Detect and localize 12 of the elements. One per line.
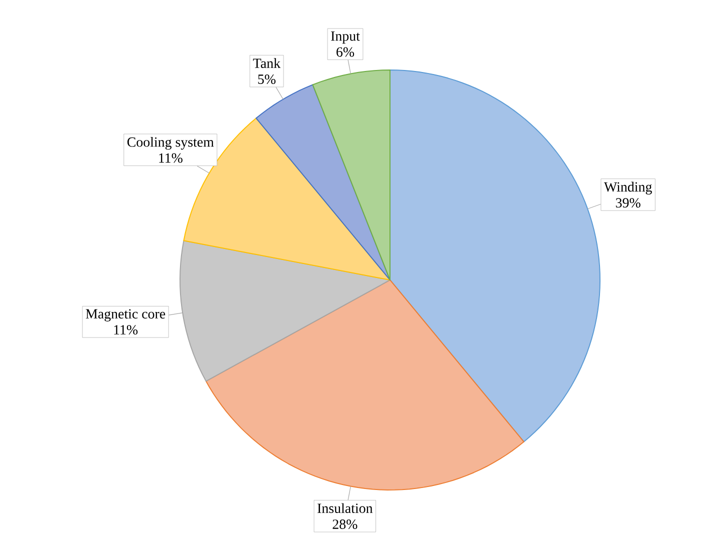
slice-label: Input (331, 32, 360, 44)
slice-label: Magnetic core (86, 309, 166, 322)
slice-label: Cooling system (127, 136, 214, 150)
slice-label: Winding (604, 182, 652, 194)
data-label: 11% (114, 325, 138, 335)
slice-label: Tank (253, 58, 281, 68)
data-label: 28% (332, 520, 358, 530)
data-label: 6% (336, 47, 354, 57)
data-label: 5% (258, 74, 276, 84)
data-label: 11% (159, 153, 182, 163)
data-label: 39% (616, 198, 640, 208)
slice-label: Insulation (318, 503, 373, 514)
